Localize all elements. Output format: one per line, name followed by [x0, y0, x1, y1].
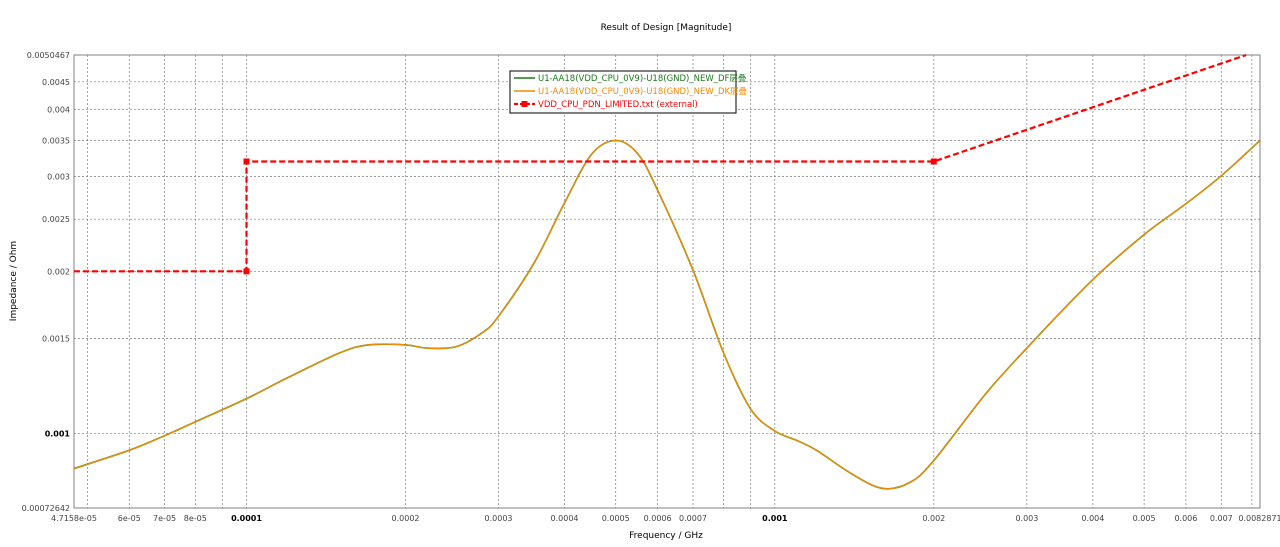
y-tick-label: 0.0015	[42, 335, 70, 344]
limit-marker	[930, 158, 937, 165]
series-2	[73, 139, 1261, 490]
legend-label: U1-AA18(VDD_CPU_0V9)-U18(GND)_NEW_DK层叠	[538, 87, 748, 97]
y-tick-labels: 0.00072642 0.001 0.0015 0.002 0.0025 0.003 0.0…	[22, 51, 71, 513]
series-3	[74, 53, 1247, 275]
x-tick-label: 0.002	[922, 514, 945, 523]
chart-title: Result of Design [Magnitude]	[601, 23, 732, 33]
legend-label: VDD_CPU_PDN_LIMITED.txt (external)	[538, 100, 698, 110]
x-tick-label: 0.0005	[602, 514, 630, 523]
y-tick-label: 0.002	[47, 267, 70, 276]
y-tick-label: 0.0050467	[27, 51, 70, 60]
x-tick-label: 4.7158e-05	[51, 514, 97, 523]
y-tick-label: 0.0035	[42, 137, 70, 146]
limit-marker	[243, 268, 250, 275]
y-tick-label: 0.004	[47, 105, 70, 114]
x-tick-label: 7e-05	[153, 514, 176, 523]
x-tick-label: 0.0004	[551, 514, 579, 523]
x-tick-label: 8e-05	[184, 514, 207, 523]
y-tick-label: 0.00072642	[22, 504, 70, 513]
legend-box	[509, 70, 737, 114]
x-axis-label: Frequency / GHz	[629, 531, 703, 541]
x-tick-label: 0.005	[1133, 514, 1156, 523]
x-tick-label: 0.0006	[644, 514, 672, 523]
legend-item-2[interactable]: U1-AA18(VDD_CPU_0V9)-U18(GND)_NEW_DK层叠	[514, 87, 748, 97]
y-tick-label: 0.001	[45, 429, 71, 438]
legend-item-3[interactable]: VDD_CPU_PDN_LIMITED.txt (external)	[514, 100, 698, 110]
x-tick-label: 0.003	[1015, 514, 1038, 523]
x-tick-label: 0.0003	[485, 514, 513, 523]
series-layer	[73, 53, 1261, 490]
x-tick-label: 0.0001	[231, 514, 262, 523]
y-axis-label: Impedance / Ohm	[9, 241, 19, 321]
y-tick-label: 0.0025	[42, 215, 70, 224]
x-tick-label: 0.007	[1210, 514, 1233, 523]
x-tick-label: 0.0002	[392, 514, 420, 523]
x-tick-labels: 4.7158e-05 6e-05 7e-05 8e-05 0.0001 0.0002 0.0…	[51, 514, 1280, 523]
x-tick-label: 0.004	[1081, 514, 1104, 523]
x-tick-label: 0.0007	[679, 514, 707, 523]
x-tick-label: 0.006	[1174, 514, 1197, 523]
x-tick-label: 0.0082871	[1238, 514, 1280, 523]
plot-frame	[73, 54, 1261, 509]
legend[interactable]: U1-AA18(VDD_CPU_0V9)-U18(GND)_NEW_DF层叠 U1…	[509, 70, 748, 114]
impedance-curve	[73, 139, 1261, 490]
legend-marker	[521, 101, 528, 107]
x-tick-label: 6e-05	[118, 514, 141, 523]
y-tick-label: 0.0045	[42, 78, 70, 87]
y-tick-label: 0.003	[47, 173, 70, 182]
x-tick-label: 0.001	[762, 514, 788, 523]
limit-marker	[243, 158, 250, 165]
legend-item-1[interactable]: U1-AA18(VDD_CPU_0V9)-U18(GND)_NEW_DF层叠	[514, 74, 747, 84]
legend-label: U1-AA18(VDD_CPU_0V9)-U18(GND)_NEW_DF层叠	[538, 74, 747, 84]
